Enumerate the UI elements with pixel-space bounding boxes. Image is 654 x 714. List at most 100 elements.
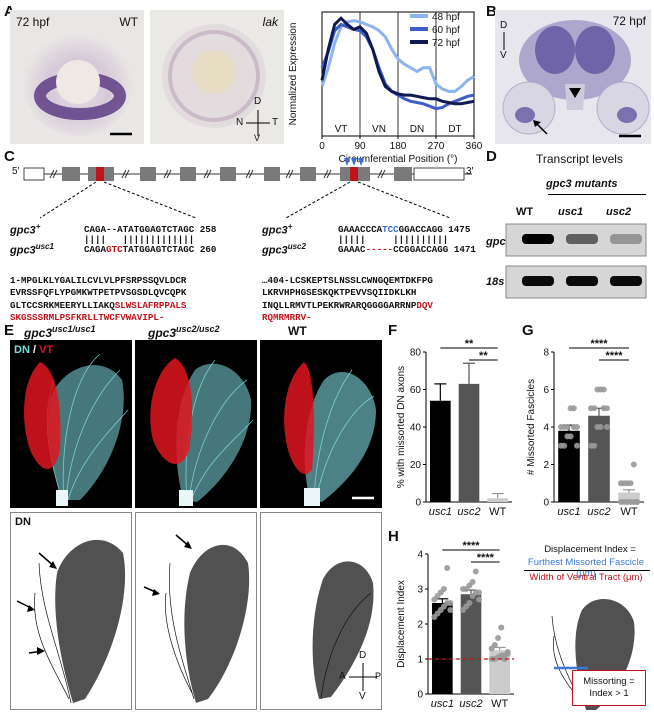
- data-point: [627, 480, 634, 487]
- e-title-3: WT: [288, 324, 307, 338]
- wt-genotype-label: WT: [119, 15, 138, 29]
- data-point: [504, 650, 511, 657]
- blot-band-18s: [522, 276, 554, 286]
- y-tick-label: 2: [543, 460, 549, 471]
- c-right-wt-label: gpc3+: [262, 222, 293, 237]
- y-tick-label: 0: [543, 498, 549, 509]
- wt-stage-label: 72 hpf: [16, 15, 50, 29]
- bar: [487, 498, 508, 502]
- data-point: [567, 433, 574, 440]
- sig-label: ****: [477, 552, 495, 564]
- x-tick-label: 90: [354, 141, 366, 152]
- blot-band-gpc3: [610, 234, 642, 244]
- c-left-align-bars: |||| |||||||||||||: [84, 234, 195, 245]
- d-row-18s: 18s: [486, 276, 505, 288]
- sig-label: ****: [462, 540, 480, 552]
- data-point: [444, 565, 451, 571]
- d-col-wt: WT: [516, 206, 534, 218]
- data-point: [564, 424, 571, 430]
- c-right-align-bars: ||||| ||||||||||: [338, 234, 449, 245]
- c-right-mut-label: gpc3usc2: [262, 242, 306, 257]
- c-left-mut-seq: CAGAGTCTATGGAGTCTAGC 260: [84, 244, 217, 255]
- x-tick-label: 0: [319, 141, 325, 152]
- gene-structure-diagram: [23, 158, 472, 219]
- expression-line-chart: 0 90 180 270 360 VT VN DN DT 48 hpf 60 hpf 72 hpf Ci…: [288, 11, 482, 165]
- x-tick-label: 270: [428, 141, 445, 152]
- data-point: [604, 424, 610, 430]
- b-axis-v: V: [500, 50, 507, 61]
- head-section-image: 72 hpf D V: [495, 10, 651, 144]
- compass-t: T: [272, 117, 279, 128]
- y-axis-label: # Missorted Fascicles: [526, 379, 537, 475]
- series-line: [320, 19, 475, 93]
- c-right-wt-seq: GAAACCCATCCGGACCAGG 1475: [338, 224, 471, 235]
- data-point: [574, 442, 580, 449]
- legend-label: 72 hpf: [432, 38, 460, 49]
- bar: [432, 603, 453, 694]
- y-tick-label: 40: [410, 423, 422, 434]
- y-tick-label: 2: [417, 620, 423, 631]
- c-left-wt-label: gpc3+: [10, 222, 41, 237]
- region-label: VT: [335, 124, 348, 135]
- lak-genotype-label: lak: [262, 15, 278, 29]
- data-point: [591, 405, 598, 412]
- lak-eye-image: lak D V N T: [150, 10, 284, 144]
- panel-label-f: F: [388, 322, 398, 339]
- bar: [430, 400, 451, 502]
- region-label: DN: [410, 124, 424, 135]
- b-axis-d: D: [500, 20, 508, 31]
- data-point: [476, 589, 482, 596]
- blot-band-18s: [566, 276, 598, 286]
- data-point: [570, 405, 577, 412]
- sig-label: **: [465, 338, 474, 350]
- region-label: VN: [372, 124, 386, 135]
- data-point: [469, 579, 476, 585]
- y-axis-label: % with missorted DN axons: [396, 366, 407, 488]
- h-missorting-box: Missorting = Index > 1: [572, 670, 646, 706]
- e-title-1: gpc3usc1/usc1: [24, 324, 96, 340]
- y-tick-label: 20: [410, 460, 422, 471]
- x-tick-label: 180: [390, 141, 407, 152]
- blot-band-18s: [610, 276, 642, 286]
- y-tick-label: 8: [543, 348, 549, 359]
- y-tick-label: 80: [410, 348, 422, 359]
- d-col-usc1: usc1: [558, 206, 584, 218]
- bar: [588, 415, 610, 502]
- x-tick-label: usc1: [557, 506, 580, 518]
- data-point: [466, 600, 473, 606]
- x-tick-label: usc1: [429, 506, 452, 518]
- x-tick-label: 360: [466, 141, 482, 152]
- e-legend: DN / VT: [14, 344, 54, 356]
- compass-n: N: [236, 117, 244, 128]
- y-tick-label: 3: [417, 585, 423, 596]
- sig-label: ****: [605, 350, 623, 362]
- data-point: [472, 568, 479, 575]
- bar-chart-f: 0 20 40 60 80 usc1 usc2 WT ** ** % with missorted …: [396, 338, 512, 518]
- bar-chart-g: 0 2 4 6 8 usc1 usc2 WT ******** # Missorted Fasci…: [526, 338, 644, 518]
- sig-label: ****: [590, 338, 608, 350]
- three-prime: 3′: [466, 166, 474, 177]
- bar: [458, 383, 480, 502]
- panel-label-d: D: [486, 148, 497, 165]
- c-protein-left: 1-MPGLKLYGALILCVLVLPFSRPSSQVLDCR EVRSSFQF…: [10, 274, 187, 324]
- e-compass-d: D: [359, 650, 367, 661]
- data-point: [440, 586, 447, 592]
- series-line: [320, 16, 475, 106]
- x-axis-label: Circumferential Position (°): [338, 154, 457, 165]
- y-tick-label: 0: [415, 498, 421, 509]
- e-dn-usc1: DN: [10, 512, 132, 710]
- data-point: [491, 642, 498, 648]
- y-tick-label: 0: [417, 690, 423, 701]
- e-dn-usc2: [135, 512, 257, 710]
- h-formula-denominator: Width of Ventral Tract (μm): [529, 572, 643, 583]
- western-blot: [505, 223, 647, 299]
- sig-label: **: [479, 350, 488, 362]
- data-point: [597, 424, 604, 430]
- data-point: [501, 656, 508, 662]
- d-col-usc2: usc2: [606, 206, 632, 218]
- e-compass-v: V: [359, 691, 366, 702]
- e-tectum-usc2: [135, 340, 257, 508]
- h-formula-numerator: Furthest Missorted Fascicle (μm): [527, 557, 645, 579]
- panel-label-g: G: [522, 322, 534, 339]
- e-dn-wt: D V A P: [260, 512, 382, 710]
